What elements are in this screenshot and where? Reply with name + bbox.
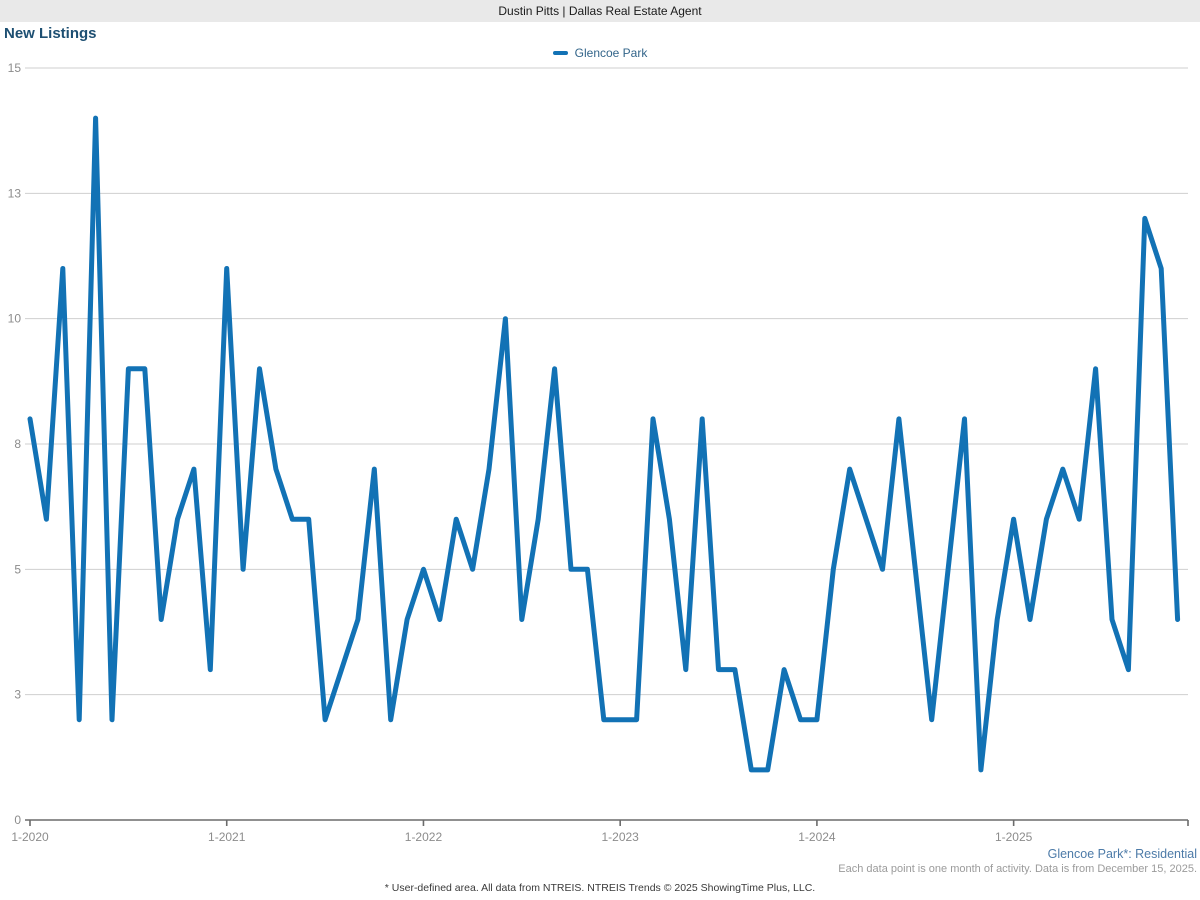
- site-header-bar: Dustin Pitts | Dallas Real Estate Agent: [0, 0, 1200, 22]
- y-axis-tick-label: 13: [8, 186, 22, 200]
- x-axis-tick-label: 1-2022: [405, 830, 443, 844]
- data-period-note: Each data point is one month of activity…: [838, 863, 1197, 875]
- y-axis-tick-label: 8: [14, 437, 21, 451]
- y-axis-tick-label: 5: [14, 562, 21, 576]
- legend-line-swatch-icon: [552, 51, 568, 55]
- site-title: Dustin Pitts | Dallas Real Estate Agent: [498, 4, 702, 18]
- attribution-footer: * User-defined area. All data from NTREI…: [384, 882, 816, 894]
- x-axis-tick-label: 1-2020: [11, 830, 49, 844]
- x-axis-tick-label: 1-2025: [995, 830, 1033, 844]
- x-axis-tick-label: 1-2023: [601, 830, 639, 844]
- series-line-glencoe-park: [27, 115, 1181, 773]
- y-axis-tick-label: 0: [14, 813, 21, 827]
- y-axis-tick-label: 3: [14, 688, 21, 702]
- legend-series-label: Glencoe Park: [574, 46, 648, 60]
- x-axis-tick-label: 1-2024: [798, 830, 836, 844]
- chart-notes: Glencoe Park*: Residential Each data poi…: [838, 847, 1197, 877]
- chart-title: New Listings: [4, 25, 97, 42]
- y-axis-tick-label: 15: [8, 61, 22, 75]
- chart-legend: Glencoe Park: [0, 46, 1200, 60]
- y-axis-tick-label: 10: [8, 312, 22, 326]
- series-description-note: Glencoe Park*: Residential: [1047, 847, 1197, 861]
- x-axis-tick-label: 1-2021: [208, 830, 246, 844]
